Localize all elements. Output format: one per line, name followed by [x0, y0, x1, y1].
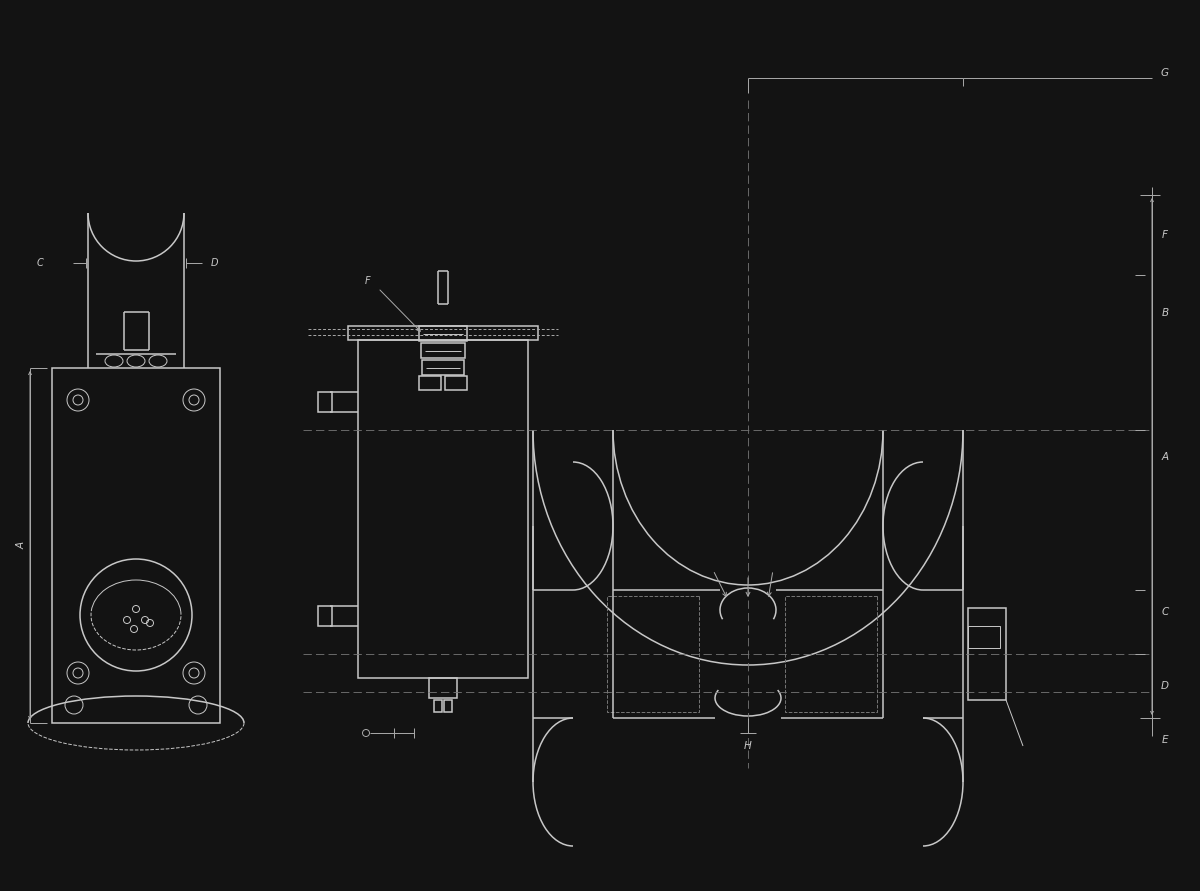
- Bar: [358, 340, 528, 678]
- Bar: [419, 326, 467, 341]
- Bar: [318, 606, 332, 626]
- Bar: [430, 678, 457, 698]
- Text: F: F: [365, 276, 371, 286]
- Bar: [421, 343, 466, 358]
- Text: F: F: [1162, 230, 1168, 240]
- Text: A: A: [17, 542, 28, 549]
- Text: C: C: [1162, 607, 1169, 617]
- Text: E: E: [1162, 735, 1169, 745]
- Bar: [318, 392, 332, 412]
- Text: G: G: [1162, 68, 1169, 78]
- Bar: [968, 626, 1000, 648]
- Text: H: H: [744, 741, 752, 751]
- Text: B: B: [1162, 307, 1169, 317]
- Bar: [607, 596, 698, 712]
- Text: D: D: [210, 258, 217, 268]
- Text: D: D: [1162, 681, 1169, 691]
- Text: C: C: [37, 258, 43, 268]
- Bar: [422, 360, 464, 375]
- Bar: [444, 700, 452, 712]
- Bar: [434, 700, 442, 712]
- Bar: [968, 608, 1006, 700]
- Bar: [445, 376, 467, 390]
- Bar: [785, 596, 877, 712]
- Bar: [348, 326, 538, 340]
- Text: A: A: [1162, 452, 1169, 462]
- Bar: [419, 376, 442, 390]
- Bar: [52, 368, 220, 723]
